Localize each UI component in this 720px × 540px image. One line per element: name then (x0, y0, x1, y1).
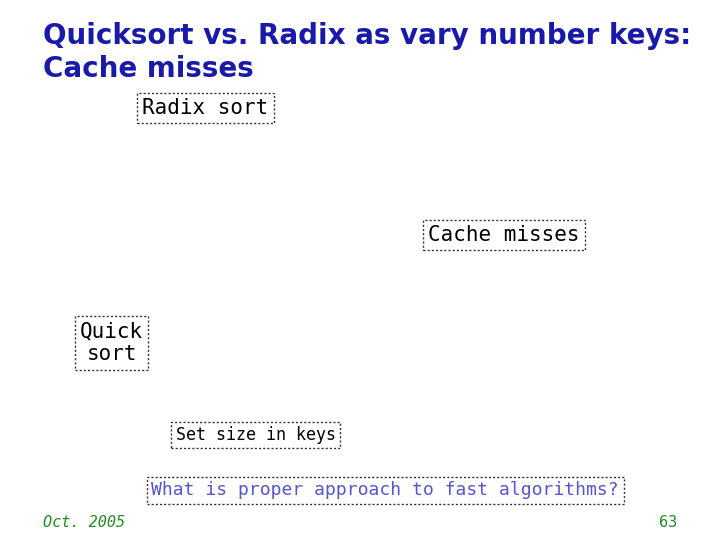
Text: Radix sort: Radix sort (142, 98, 269, 118)
Text: Quick
sort: Quick sort (80, 321, 143, 365)
Text: Quicksort vs. Radix as vary number keys:
Cache misses: Quicksort vs. Radix as vary number keys:… (43, 22, 691, 83)
Text: What is proper approach to fast algorithms?: What is proper approach to fast algorith… (151, 481, 619, 500)
Text: Oct. 2005: Oct. 2005 (43, 515, 125, 530)
Text: 63: 63 (659, 515, 677, 530)
Text: Set size in keys: Set size in keys (176, 426, 336, 444)
Text: Cache misses: Cache misses (428, 225, 580, 245)
